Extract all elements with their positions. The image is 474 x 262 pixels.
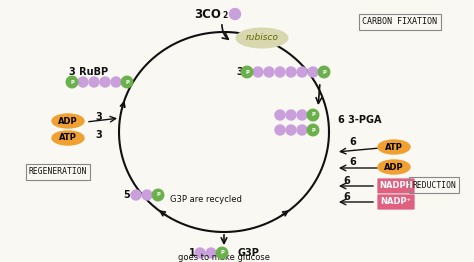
Text: NADPH: NADPH bbox=[379, 182, 413, 190]
Text: 3 RuBP: 3 RuBP bbox=[69, 67, 108, 77]
Circle shape bbox=[286, 67, 296, 77]
Circle shape bbox=[78, 77, 88, 87]
Circle shape bbox=[216, 247, 228, 259]
Circle shape bbox=[318, 66, 330, 78]
Circle shape bbox=[286, 110, 296, 120]
Text: ADP: ADP bbox=[384, 162, 404, 172]
Ellipse shape bbox=[378, 140, 410, 154]
Text: P: P bbox=[322, 69, 326, 74]
Text: 3: 3 bbox=[236, 67, 243, 77]
Circle shape bbox=[206, 248, 216, 258]
Text: goes to make glucose: goes to make glucose bbox=[178, 253, 270, 262]
Circle shape bbox=[242, 67, 252, 77]
Circle shape bbox=[121, 76, 133, 88]
Circle shape bbox=[286, 125, 296, 135]
Circle shape bbox=[122, 77, 132, 87]
Circle shape bbox=[264, 67, 274, 77]
Text: REDUCTION: REDUCTION bbox=[412, 181, 456, 189]
Text: P: P bbox=[156, 193, 160, 198]
Circle shape bbox=[111, 77, 121, 87]
Text: CARBON FIXATION: CARBON FIXATION bbox=[363, 18, 438, 26]
Text: 6: 6 bbox=[343, 176, 350, 186]
Text: P: P bbox=[245, 69, 249, 74]
Circle shape bbox=[152, 189, 164, 201]
Ellipse shape bbox=[236, 28, 288, 48]
Circle shape bbox=[275, 110, 285, 120]
Circle shape bbox=[307, 124, 319, 136]
Circle shape bbox=[66, 76, 78, 88]
Circle shape bbox=[319, 67, 329, 77]
Circle shape bbox=[100, 77, 110, 87]
Circle shape bbox=[217, 248, 227, 258]
Circle shape bbox=[308, 67, 318, 77]
FancyBboxPatch shape bbox=[377, 178, 415, 194]
Text: 3: 3 bbox=[95, 130, 102, 140]
Circle shape bbox=[195, 248, 205, 258]
Text: ATP: ATP bbox=[385, 143, 403, 151]
Text: 6: 6 bbox=[349, 157, 356, 167]
Circle shape bbox=[229, 8, 240, 19]
Text: P: P bbox=[70, 79, 74, 85]
Text: 6: 6 bbox=[343, 192, 350, 202]
Text: ADP: ADP bbox=[58, 117, 78, 125]
Text: 3CO: 3CO bbox=[194, 8, 221, 20]
Ellipse shape bbox=[52, 131, 84, 145]
Text: 2: 2 bbox=[222, 12, 227, 20]
Text: P: P bbox=[220, 250, 224, 255]
Circle shape bbox=[241, 66, 253, 78]
Circle shape bbox=[67, 77, 77, 87]
Circle shape bbox=[253, 67, 263, 77]
Ellipse shape bbox=[52, 114, 84, 128]
Circle shape bbox=[308, 110, 318, 120]
Circle shape bbox=[142, 190, 152, 200]
Text: NADP⁺: NADP⁺ bbox=[381, 198, 411, 206]
Text: ATP: ATP bbox=[59, 134, 77, 143]
Circle shape bbox=[297, 67, 307, 77]
Circle shape bbox=[275, 125, 285, 135]
Text: REGENERATION: REGENERATION bbox=[29, 167, 87, 177]
Text: P: P bbox=[125, 79, 129, 85]
Circle shape bbox=[297, 110, 307, 120]
Text: 6: 6 bbox=[349, 137, 356, 147]
FancyBboxPatch shape bbox=[377, 194, 415, 210]
Circle shape bbox=[89, 77, 99, 87]
Circle shape bbox=[153, 190, 163, 200]
Circle shape bbox=[308, 125, 318, 135]
Text: P: P bbox=[311, 128, 315, 133]
Text: 5: 5 bbox=[123, 190, 130, 200]
Circle shape bbox=[131, 190, 141, 200]
Circle shape bbox=[307, 109, 319, 121]
Text: 3: 3 bbox=[95, 112, 102, 122]
Text: P: P bbox=[311, 112, 315, 117]
Ellipse shape bbox=[378, 160, 410, 174]
Text: 6 3-PGA: 6 3-PGA bbox=[338, 115, 382, 125]
Text: 1: 1 bbox=[189, 248, 196, 258]
Circle shape bbox=[275, 67, 285, 77]
Text: G3P are recycled: G3P are recycled bbox=[170, 195, 242, 205]
Text: rubisco: rubisco bbox=[246, 34, 279, 42]
Circle shape bbox=[297, 125, 307, 135]
Text: G3P: G3P bbox=[238, 248, 260, 258]
